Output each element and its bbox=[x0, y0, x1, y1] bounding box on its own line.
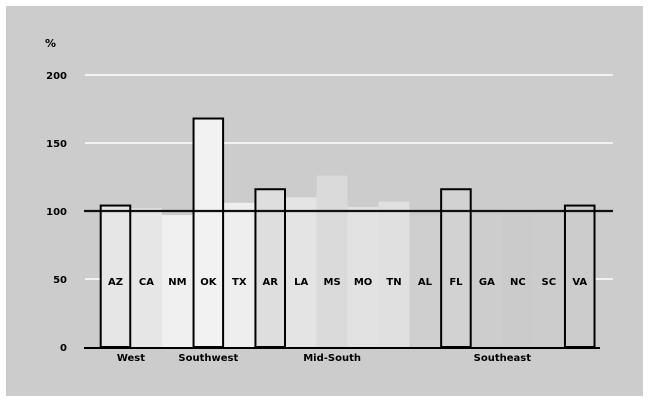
category-label-nm: NM bbox=[168, 277, 186, 288]
category-label-va: VA bbox=[572, 277, 587, 288]
category-label-al: AL bbox=[418, 277, 433, 288]
group-labels: West Southwest Mid-South Southeast bbox=[117, 353, 531, 364]
group-label-west: West bbox=[117, 353, 145, 364]
category-label-ga: GA bbox=[479, 277, 495, 288]
y-tick-label-100: 100 bbox=[46, 207, 67, 218]
group-label-southeast: Southeast bbox=[474, 353, 532, 364]
category-label-ar: AR bbox=[262, 277, 278, 288]
group-label-southwest: Southwest bbox=[178, 353, 238, 364]
category-label-ca: CA bbox=[139, 277, 154, 288]
bar-ga bbox=[471, 215, 503, 347]
bar-nc bbox=[502, 213, 534, 347]
category-label-tn: TN bbox=[386, 277, 401, 288]
category-label-mo: MO bbox=[354, 277, 372, 288]
category-labels: AZ CA NM OK TX AR LA MS MO TN AL FL GA NC SC VA bbox=[108, 277, 587, 288]
bar-fl bbox=[440, 189, 472, 347]
bar-mo bbox=[347, 206, 379, 347]
bar-al bbox=[409, 216, 441, 347]
category-label-nc: NC bbox=[510, 277, 526, 288]
y-tick-label-0: 0 bbox=[60, 343, 67, 354]
y-tick-label-150: 150 bbox=[46, 139, 67, 150]
y-tick-labels: 0 50 100 150 200 bbox=[46, 71, 67, 354]
y-axis-label: % bbox=[45, 37, 56, 50]
bar-tn bbox=[378, 201, 410, 347]
bar-la bbox=[285, 197, 317, 347]
bar-ok bbox=[192, 118, 224, 348]
bar-ar bbox=[254, 189, 286, 347]
bar-layer bbox=[100, 118, 596, 348]
bar-ca bbox=[130, 208, 162, 347]
category-label-la: LA bbox=[294, 277, 308, 288]
category-label-az: AZ bbox=[108, 277, 123, 288]
category-label-tx: TX bbox=[232, 277, 247, 288]
y-tick-label-50: 50 bbox=[53, 275, 67, 286]
bar-va bbox=[564, 205, 596, 347]
category-label-ms: MS bbox=[324, 277, 341, 288]
bar-sc bbox=[533, 209, 565, 347]
bar-nm bbox=[161, 215, 193, 347]
y-tick-label-200: 200 bbox=[46, 71, 67, 82]
bar-az bbox=[100, 205, 131, 347]
bar-tx bbox=[223, 202, 255, 347]
category-label-ok: OK bbox=[200, 277, 218, 288]
group-label-mid-south: Mid-South bbox=[303, 353, 361, 364]
bar-ms bbox=[316, 175, 348, 347]
category-label-sc: SC bbox=[542, 277, 557, 288]
category-label-fl: FL bbox=[449, 277, 463, 288]
